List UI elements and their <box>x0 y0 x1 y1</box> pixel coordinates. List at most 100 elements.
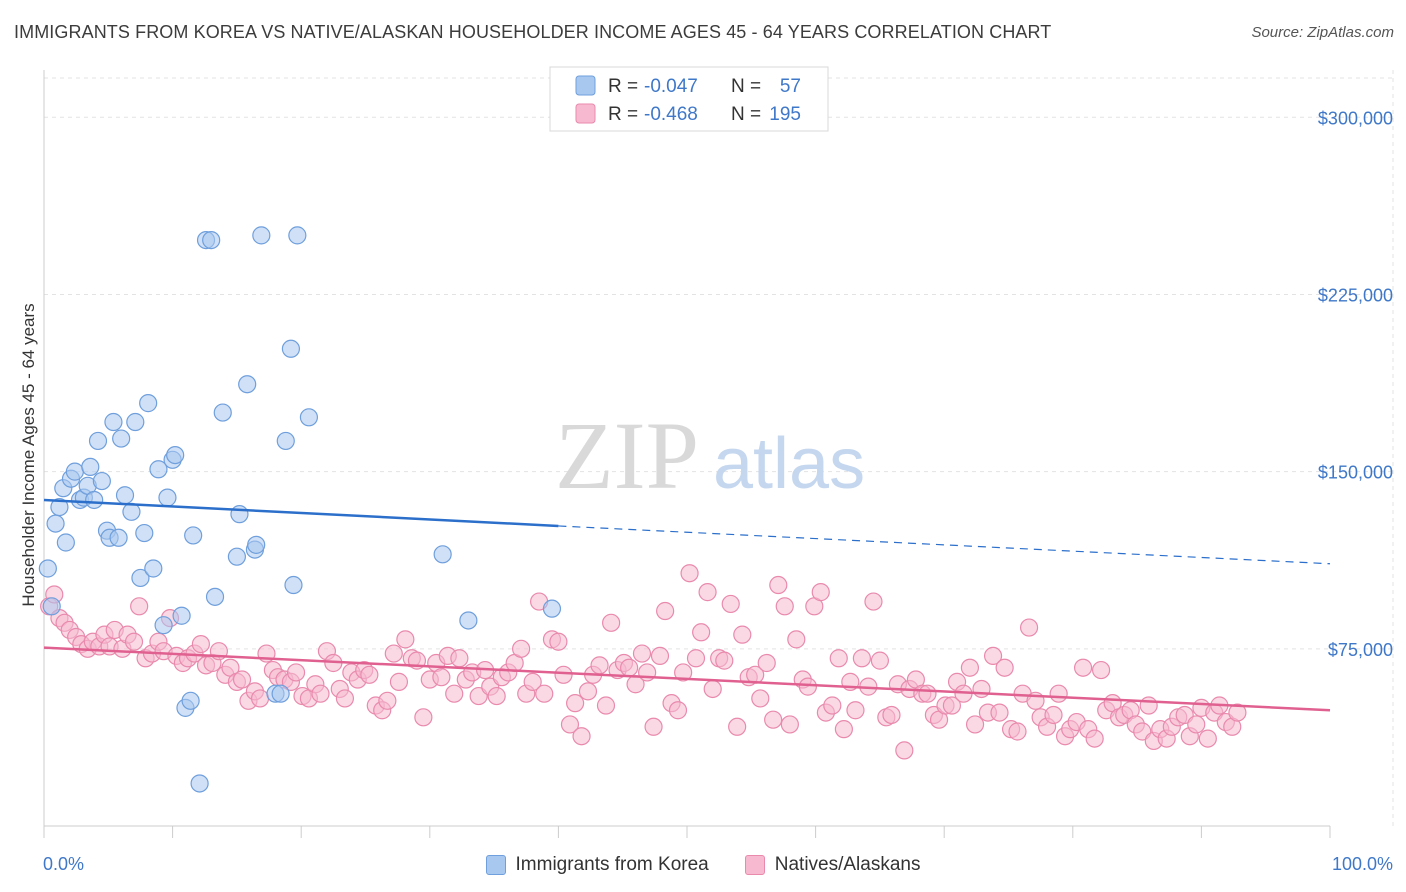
native-point-175 <box>1085 729 1104 748</box>
native-point-154 <box>960 658 980 677</box>
native-point-99 <box>632 644 652 663</box>
y-axis-label: Householder Income Ages 45 - 64 years <box>19 303 38 606</box>
korea-point-36 <box>190 774 209 793</box>
korea-point-5 <box>56 533 75 552</box>
native-point-86 <box>554 665 573 684</box>
korea-point-53 <box>299 408 319 427</box>
korea-point-52 <box>288 226 307 245</box>
legend-swatch-native <box>575 103 596 124</box>
native-point-131 <box>823 696 842 715</box>
korea-point-0 <box>38 559 57 578</box>
native-point-16 <box>130 597 149 616</box>
korea-point-19 <box>112 429 131 448</box>
korea-point-43 <box>238 375 257 394</box>
korea-point-39 <box>205 587 225 606</box>
native-point-102 <box>650 646 670 666</box>
native-point-159 <box>990 703 1009 722</box>
x-tick-labels: 0.0% 100.0% <box>43 854 1393 874</box>
legend-native-n-label: N = <box>731 104 761 125</box>
native-point-103 <box>656 601 675 621</box>
y-tick-label-2: $225,000 <box>1318 285 1393 305</box>
native-point-123 <box>775 597 794 616</box>
native-point-90 <box>578 682 598 701</box>
korea-point-1 <box>42 597 61 616</box>
watermark: ZIP atlas <box>555 402 865 509</box>
native-point-184 <box>1139 696 1158 715</box>
native-point-87 <box>560 715 580 734</box>
native-point-135 <box>846 701 865 720</box>
watermark-atlas: atlas <box>713 424 865 504</box>
native-point-192 <box>1187 715 1206 734</box>
native-point-75 <box>487 686 506 706</box>
korea-point-27 <box>149 460 168 479</box>
korea-point-48 <box>271 684 290 703</box>
native-point-155 <box>965 715 985 734</box>
native-point-50 <box>335 689 355 708</box>
native-point-136 <box>852 649 871 668</box>
korea-point-14 <box>92 471 111 491</box>
native-points <box>40 564 1247 760</box>
native-point-124 <box>780 715 799 734</box>
native-point-139 <box>870 651 890 670</box>
native-point-162 <box>1008 722 1027 741</box>
native-point-133 <box>834 720 853 739</box>
korea-point-12 <box>85 490 104 510</box>
native-point-199 <box>1228 703 1247 722</box>
korea-point-35 <box>184 526 203 545</box>
korea-point-45 <box>247 535 266 554</box>
native-point-138 <box>864 592 883 611</box>
korea-point-51 <box>284 575 303 595</box>
native-point-57 <box>378 691 397 710</box>
native-point-63 <box>414 708 433 727</box>
native-point-97 <box>620 658 639 677</box>
native-point-156 <box>972 679 991 699</box>
bottom-legend-native-swatch <box>744 855 765 875</box>
native-point-101 <box>644 717 663 736</box>
native-point-59 <box>389 672 409 691</box>
native-point-46 <box>311 684 330 703</box>
native-point-42 <box>286 663 306 682</box>
native-point-121 <box>764 710 783 729</box>
korea-point-22 <box>126 412 145 432</box>
native-point-143 <box>895 741 914 760</box>
korea-point-42 <box>230 505 249 524</box>
native-point-88 <box>566 694 585 713</box>
native-point-176 <box>1091 660 1111 680</box>
korea-point-46 <box>252 226 271 245</box>
native-point-106 <box>674 663 693 682</box>
native-point-173 <box>1073 658 1093 677</box>
legend-native-r-label: R = <box>608 104 638 125</box>
korea-trend-solid <box>43 498 559 528</box>
trend-lines <box>43 498 1331 712</box>
native-point-66 <box>432 668 451 687</box>
native-point-94 <box>602 613 621 632</box>
korea-point-2 <box>46 514 65 533</box>
native-point-116 <box>733 625 752 644</box>
native-point-125 <box>787 630 806 649</box>
legend-korea-r-value: -0.047 <box>644 76 698 97</box>
korea-point-26 <box>144 559 163 578</box>
native-point-115 <box>728 717 747 736</box>
korea-trend-dashed <box>558 525 1331 565</box>
native-point-33 <box>232 670 252 689</box>
native-point-158 <box>983 646 1003 666</box>
native-point-160 <box>995 658 1014 677</box>
korea-point-41 <box>227 547 246 566</box>
native-point-147 <box>918 684 937 703</box>
native-point-15 <box>124 632 144 651</box>
native-point-107 <box>680 564 699 583</box>
legend-native-r-value: -0.468 <box>644 104 698 125</box>
native-point-89 <box>572 727 591 746</box>
native-point-132 <box>829 649 848 668</box>
native-point-108 <box>686 649 706 668</box>
korea-point-18 <box>109 528 128 547</box>
native-point-169 <box>1049 684 1068 703</box>
y-tick-label-3: $300,000 <box>1318 108 1393 128</box>
chart-title: IMMIGRANTS FROM KOREA VS NATIVE/ALASKAN … <box>14 22 1052 42</box>
bottom-legend-korea-label: Immigrants from Korea <box>515 854 709 875</box>
korea-point-23 <box>131 568 150 588</box>
korea-point-13 <box>88 431 108 451</box>
native-point-60 <box>396 630 415 649</box>
korea-point-38 <box>202 231 221 250</box>
